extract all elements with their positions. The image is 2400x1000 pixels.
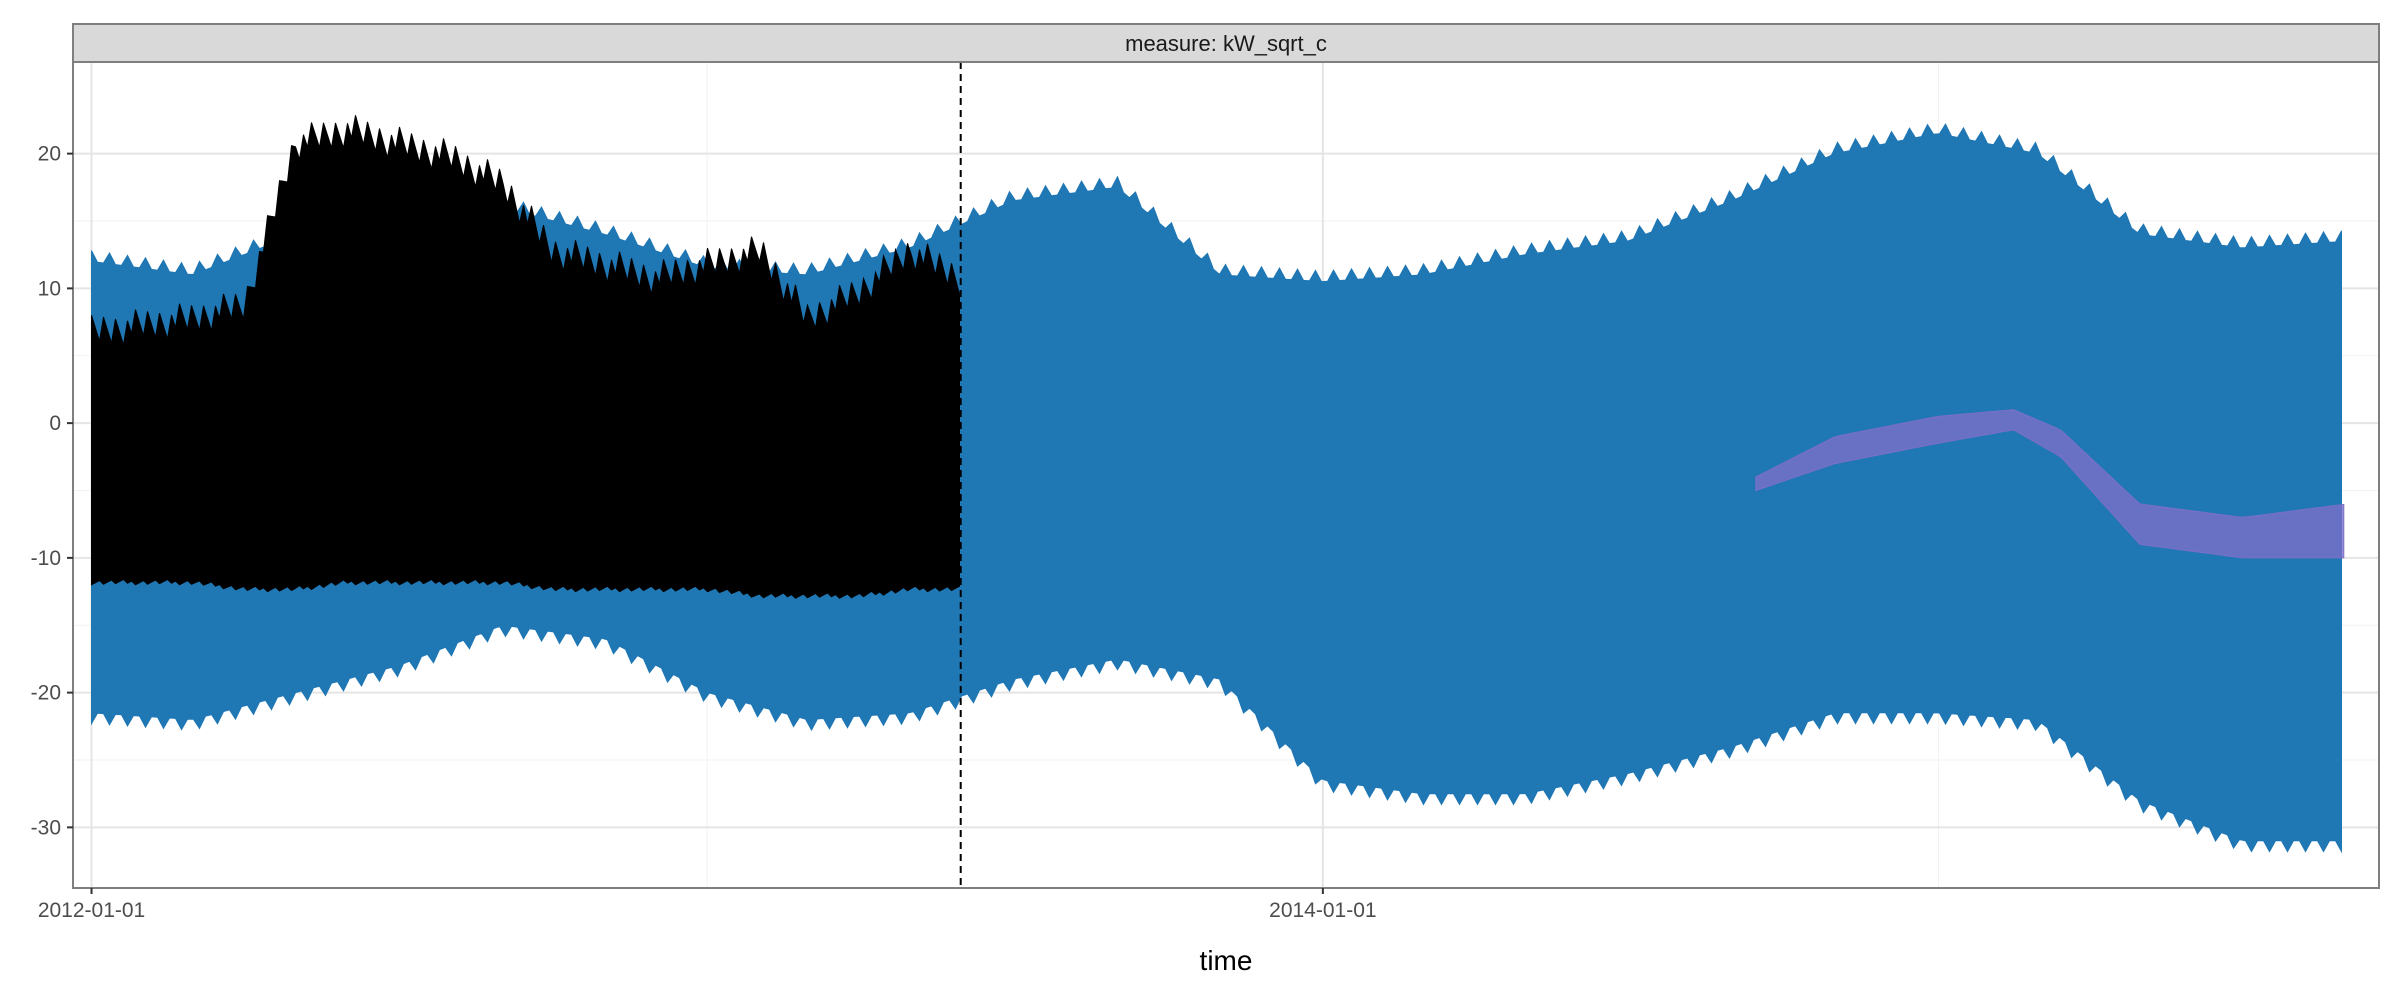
y-tick-label: 10 (38, 277, 61, 300)
x-axis-title: time (1200, 945, 1253, 976)
y-tick-label: -30 (31, 816, 61, 839)
prediction-median-area (1755, 409, 2345, 559)
y-tick-label: -10 (31, 547, 61, 570)
y-tick-label: 0 (49, 412, 61, 435)
x-tick-label: 2014-01-01 (1269, 899, 1376, 922)
facet-strip-label: measure: kW_sqrt_c (1125, 31, 1327, 56)
x-tick-label: 2012-01-01 (38, 899, 145, 922)
y-tick-label: -20 (31, 682, 61, 705)
y-tick-label: 20 (38, 143, 61, 166)
data-layer (91, 115, 2345, 854)
observed-area (91, 115, 960, 599)
facet-strip (72, 23, 2380, 63)
axis-ticks: 20 10 0 -10 -20 -30 2012-01-01 2014-01-01 (31, 143, 1377, 922)
